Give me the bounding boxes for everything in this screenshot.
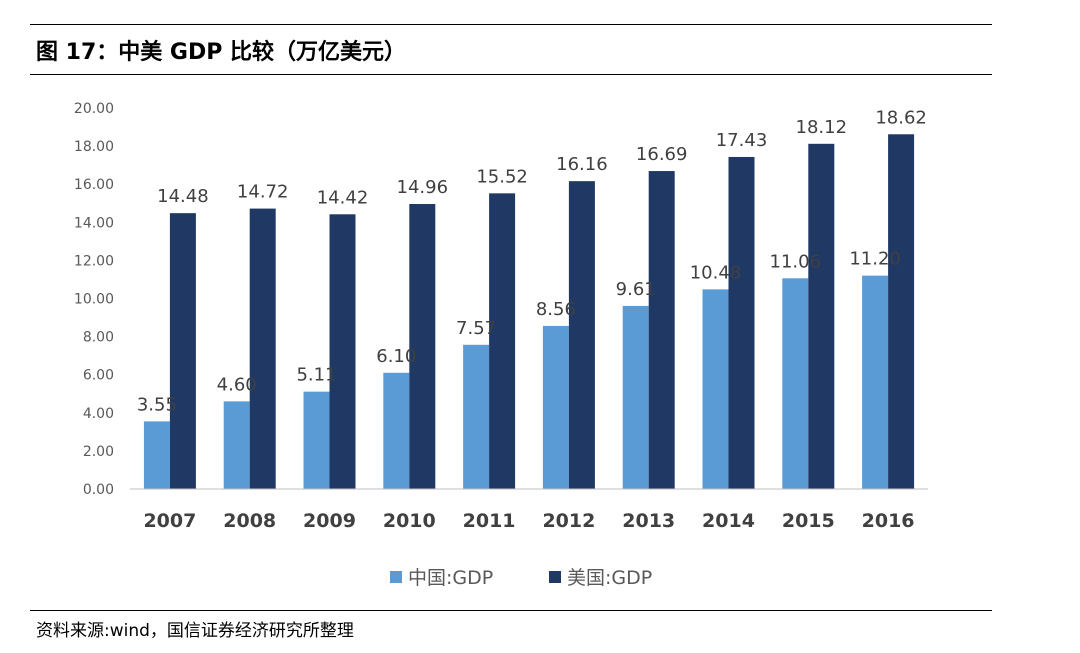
legend-swatch-china — [390, 571, 402, 583]
legend-label-china: 中国:GDP — [408, 567, 493, 589]
y-tick-label: 4.00 — [83, 406, 114, 422]
x-tick-label: 2011 — [463, 510, 516, 532]
x-tick-label: 2012 — [542, 510, 595, 532]
x-tick-label: 2007 — [143, 510, 196, 532]
data-label-usa-2011: 15.52 — [476, 166, 528, 187]
bar-china-2013 — [622, 305, 649, 489]
bar-china-2010 — [383, 372, 410, 489]
y-tick-label: 14.00 — [74, 215, 114, 231]
data-label-china-2016: 11.20 — [849, 249, 901, 270]
bars — [143, 134, 915, 490]
data-labels: 3.55 14.48 4.60 14.72 5.11 14.42 6.10 14.96 7.57… — [137, 107, 927, 415]
data-label-usa-2008: 14.72 — [237, 182, 289, 203]
x-tick-label: 2008 — [223, 510, 276, 532]
top-rule — [30, 24, 992, 25]
bar-china-2011 — [463, 344, 490, 489]
source-note: 资料来源:wind，国信证券经济研究所整理 — [36, 621, 354, 641]
bottom-rule — [30, 610, 992, 611]
bar-usa-2009 — [329, 214, 356, 489]
bar-china-2014 — [702, 289, 729, 489]
bar-china-2007 — [143, 421, 170, 489]
y-tick-label: 18.00 — [74, 139, 114, 155]
data-label-china-2012: 8.56 — [536, 299, 576, 320]
data-label-usa-2009: 14.42 — [317, 187, 369, 208]
y-tick-label: 8.00 — [83, 330, 114, 346]
y-tick-label: 0.00 — [83, 482, 114, 498]
data-label-china-2015: 11.06 — [770, 251, 822, 272]
bar-usa-2016 — [888, 134, 915, 489]
y-axis-labels: 0.00 2.00 4.00 6.00 8.00 10.00 12.00 14.00 16.00… — [74, 101, 114, 498]
y-tick-label: 10.00 — [74, 292, 114, 308]
y-tick-label: 16.00 — [74, 177, 114, 193]
data-label-usa-2015: 18.12 — [796, 117, 848, 138]
bar-china-2008 — [223, 401, 250, 489]
bar-china-2009 — [303, 391, 330, 489]
legend-label-usa: 美国:GDP — [567, 567, 652, 589]
data-label-china-2007: 3.55 — [137, 394, 177, 415]
data-label-usa-2007: 14.48 — [157, 186, 209, 207]
y-tick-label: 12.00 — [74, 253, 114, 269]
x-tick-label: 2016 — [862, 510, 915, 532]
bar-china-2012 — [542, 325, 569, 489]
data-label-china-2009: 5.11 — [296, 365, 336, 386]
title-rule — [30, 74, 992, 75]
bar-usa-2011 — [489, 193, 516, 489]
bar-usa-2010 — [409, 204, 436, 489]
data-label-china-2013: 9.61 — [616, 279, 656, 300]
y-tick-label: 20.00 — [74, 101, 114, 117]
legend-swatch-usa — [549, 571, 561, 583]
bar-china-2016 — [862, 275, 889, 489]
data-label-usa-2014: 17.43 — [716, 130, 768, 151]
x-axis-labels: 2007 2008 2009 2010 2011 2012 2013 2014 2015 2016 — [143, 510, 914, 532]
bar-usa-2014 — [728, 156, 755, 489]
bar-china-2015 — [782, 278, 809, 489]
bar-usa-2013 — [648, 171, 675, 490]
bar-usa-2015 — [808, 143, 835, 489]
x-tick-label: 2014 — [702, 510, 755, 532]
legend: 中国:GDP 美国:GDP — [390, 567, 652, 589]
data-label-usa-2013: 16.69 — [636, 144, 688, 165]
data-label-china-2011: 7.57 — [456, 318, 496, 339]
data-label-usa-2012: 16.16 — [556, 154, 608, 175]
data-label-china-2014: 10.48 — [690, 262, 742, 283]
bar-usa-2008 — [249, 208, 276, 490]
data-label-china-2008: 4.60 — [217, 374, 257, 395]
data-label-china-2010: 6.10 — [376, 346, 416, 367]
data-label-usa-2016: 18.62 — [875, 107, 927, 128]
bar-usa-2007 — [169, 213, 196, 489]
x-tick-label: 2015 — [782, 510, 835, 532]
x-tick-label: 2009 — [303, 510, 356, 532]
y-tick-label: 6.00 — [83, 368, 114, 384]
x-tick-label: 2010 — [383, 510, 436, 532]
data-label-usa-2010: 14.96 — [397, 177, 449, 198]
figure-title: 图 17：中美 GDP 比较（万亿美元） — [36, 40, 407, 65]
bar-usa-2012 — [568, 181, 595, 490]
x-tick-label: 2013 — [622, 510, 675, 532]
y-tick-label: 2.00 — [83, 444, 114, 460]
